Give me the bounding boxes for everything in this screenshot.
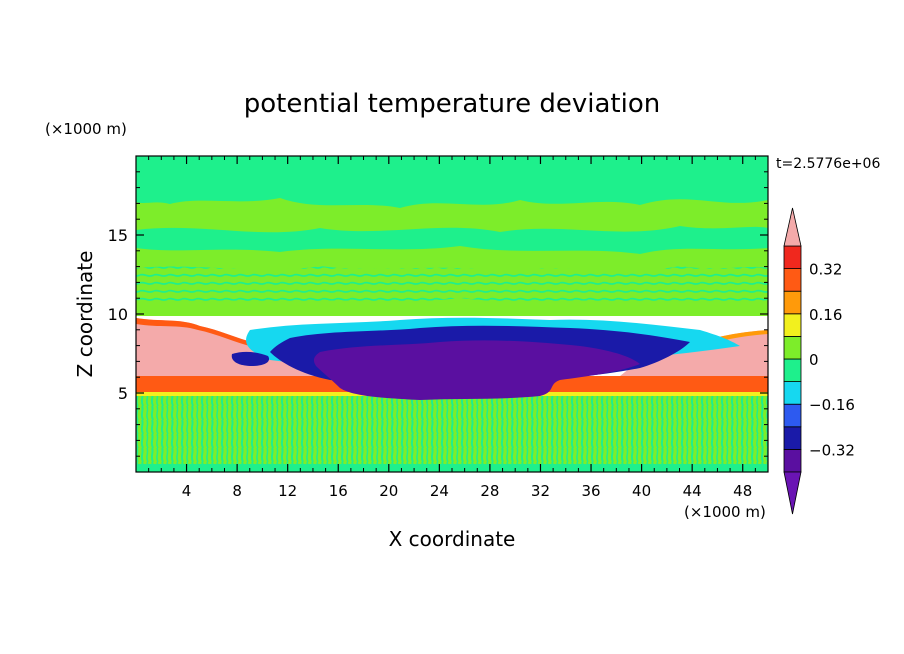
heatmap-field <box>136 156 768 472</box>
y-axis-label: Z coordinate <box>73 251 97 378</box>
x-axis-ticks: 4 8 12 16 20 24 28 32 36 40 44 48 <box>148 156 756 500</box>
colorbar-under-arrow <box>783 471 802 515</box>
x-tick-label: 48 <box>733 482 752 500</box>
region-upper-band-2 <box>136 266 768 304</box>
colorbar-tick-label: 0.32 <box>809 261 842 279</box>
x-tick-label: 8 <box>232 482 242 500</box>
y-tick-label: 5 <box>118 384 128 403</box>
x-axis-label: X coordinate <box>389 527 516 551</box>
x-tick-label: 44 <box>683 482 702 500</box>
x-tick-label: 28 <box>480 482 499 500</box>
colorbar-segment <box>783 290 802 315</box>
y-tick-label: 10 <box>108 305 128 324</box>
colorbar: 0.32 0.16 0 −0.16 −0.32 <box>783 207 855 515</box>
colorbar-over-arrow <box>783 207 802 247</box>
colorbar-segment <box>783 313 802 337</box>
x-tick-label: 4 <box>182 482 192 500</box>
x-tick-label: 40 <box>632 482 651 500</box>
colorbar-tick-label: −0.32 <box>809 441 855 459</box>
y-tick-label: 15 <box>108 226 128 245</box>
x-tick-label: 24 <box>430 482 449 500</box>
x-tick-label: 20 <box>379 482 398 500</box>
x-tick-label: 36 <box>581 482 600 500</box>
colorbar-tick-label: 0 <box>809 351 819 369</box>
region-warm-left-edge <box>136 318 260 348</box>
region-cold-core <box>313 340 640 400</box>
x-tick-label: 32 <box>531 482 550 500</box>
colorbar-segment <box>783 381 802 405</box>
x-axis-unit: (×1000 m) <box>684 503 766 521</box>
chart-title: potential temperature deviation <box>244 89 660 119</box>
region-lower <box>136 396 768 472</box>
y-axis-unit: (×1000 m) <box>45 120 127 138</box>
region-warm-right-edge <box>700 330 768 346</box>
colorbar-segment <box>783 403 802 428</box>
region-blue-pocket <box>231 351 270 366</box>
colorbar-segment <box>783 268 802 292</box>
time-label: t=2.5776e+06 <box>776 156 880 172</box>
colorbar-segment <box>783 426 802 450</box>
colorbar-tick-label: 0.16 <box>809 306 842 324</box>
region-warm-left <box>136 318 320 376</box>
colorbar-segment <box>783 245 802 270</box>
x-tick-label: 16 <box>329 482 348 500</box>
region-top-band <box>136 156 768 208</box>
region-upper-band-1 <box>136 226 768 254</box>
x-tick-label: 12 <box>278 482 297 500</box>
colorbar-segment <box>783 335 802 360</box>
colorbar-segment <box>783 358 802 383</box>
colorbar-tick-label: −0.16 <box>809 396 855 414</box>
y-axis-ticks: 5 10 15 <box>108 171 768 457</box>
colorbar-segment <box>783 448 802 473</box>
